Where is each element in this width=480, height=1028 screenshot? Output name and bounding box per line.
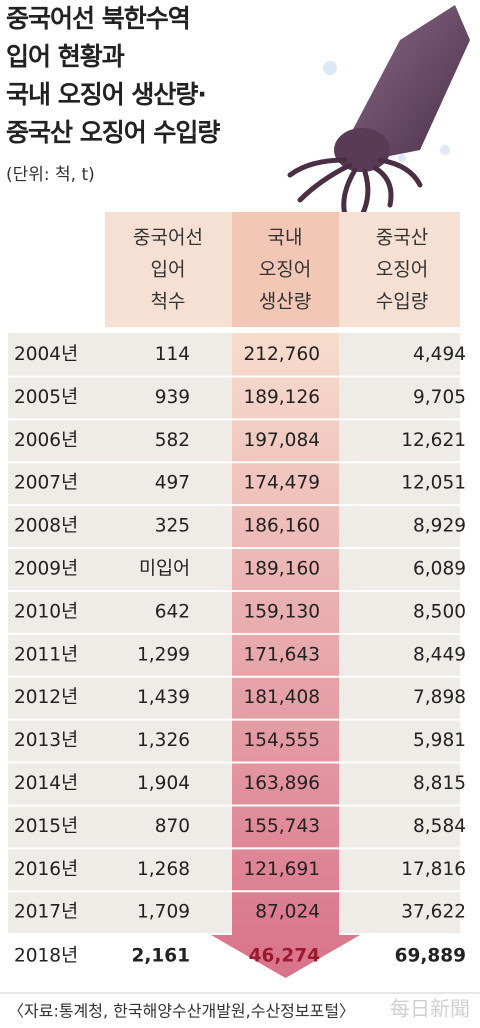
source: 〈자료:통계청, 한국해양수산개발원,수산정보포털〉: [8, 1002, 355, 1021]
header-highlight: [232, 212, 339, 327]
cell: 8,449: [413, 644, 466, 665]
row-label: 2007년: [14, 473, 78, 494]
cell: 1,326: [137, 730, 190, 751]
cell: 582: [155, 430, 190, 451]
cell: 325: [155, 516, 190, 537]
cell: 189,160: [243, 559, 320, 580]
row-label: 2010년: [14, 601, 78, 622]
title-line: 입어 현황과: [6, 42, 125, 71]
cell: 121,691: [243, 859, 320, 880]
row-label: 2005년: [14, 387, 78, 408]
cell: 155,743: [243, 816, 320, 837]
cell: 17,816: [401, 859, 466, 880]
cell: 8,929: [413, 516, 466, 537]
row-label: 2016년: [14, 859, 78, 880]
cell: 174,479: [243, 473, 320, 494]
cell: 69,889: [395, 946, 466, 967]
row-label: 2014년: [14, 773, 78, 794]
cell: 8,584: [413, 816, 466, 837]
title-line: 국내 오징어 생산량·: [6, 80, 206, 109]
watermark: 每日新聞: [390, 997, 470, 1021]
unit: (단위: 척, t): [6, 165, 95, 185]
row-label: 2008년: [14, 516, 78, 537]
cell: 1,439: [137, 687, 190, 708]
column-header: 생산량: [259, 291, 311, 313]
cell: 171,643: [243, 644, 320, 665]
cell: 212,760: [243, 344, 320, 365]
column-header: 오징어: [259, 259, 311, 281]
cell: 2,161: [131, 946, 190, 967]
cell: 181,408: [243, 687, 320, 708]
cell: 6,089: [413, 559, 466, 580]
cell: 12,621: [401, 430, 466, 451]
cell: 1,709: [137, 902, 190, 923]
column-header: 오징어: [376, 259, 428, 281]
cell: 7,898: [413, 687, 466, 708]
cell: 4,494: [413, 344, 466, 365]
cell: 189,126: [243, 387, 320, 408]
cell: 8,500: [413, 601, 466, 622]
row-label: 2012년: [14, 687, 78, 708]
row-label: 2011년: [14, 644, 78, 665]
cell: 497: [155, 473, 190, 494]
row-label: 2015년: [14, 816, 78, 837]
squid-illustration: [287, 5, 470, 218]
column-header: 국내: [268, 227, 303, 249]
row-label: 2009년: [14, 559, 78, 580]
cell: 114: [155, 344, 190, 365]
column-header: 척수: [151, 291, 186, 313]
cell: 1,268: [137, 859, 190, 880]
highlight-arrow: [211, 333, 360, 978]
cell: 1,299: [137, 644, 190, 665]
cell: 870: [155, 816, 190, 837]
column-header: 중국산: [376, 227, 428, 249]
cell: 186,160: [243, 516, 320, 537]
title-line: 중국어선 북한수역: [6, 4, 190, 33]
column-header: 수입량: [376, 291, 428, 313]
cell: 5,981: [413, 730, 466, 751]
cell: 197,084: [243, 430, 320, 451]
row-label: 2004년: [14, 344, 78, 365]
cell: 9,705: [413, 387, 466, 408]
cell: 642: [155, 601, 190, 622]
cell: 12,051: [401, 473, 466, 494]
cell: 154,555: [243, 730, 320, 751]
cell: 159,130: [243, 601, 320, 622]
row-label: 2018년: [14, 946, 78, 967]
column-header: 입어: [151, 259, 186, 281]
cell: 미입어: [139, 559, 190, 580]
row-label: 2006년: [14, 430, 78, 451]
cell: 163,896: [243, 773, 320, 794]
title-line: 중국산 오징어 수입량: [6, 118, 220, 147]
cell: 8,815: [413, 773, 466, 794]
row-label: 2013년: [14, 730, 78, 751]
cell: 46,274: [249, 946, 321, 967]
cell: 939: [155, 387, 190, 408]
cell: 37,622: [401, 902, 466, 923]
cell: 87,024: [255, 902, 320, 923]
cell: 1,904: [137, 773, 190, 794]
row-label: 2017년: [14, 902, 78, 923]
column-header: 중국어선: [133, 227, 203, 249]
